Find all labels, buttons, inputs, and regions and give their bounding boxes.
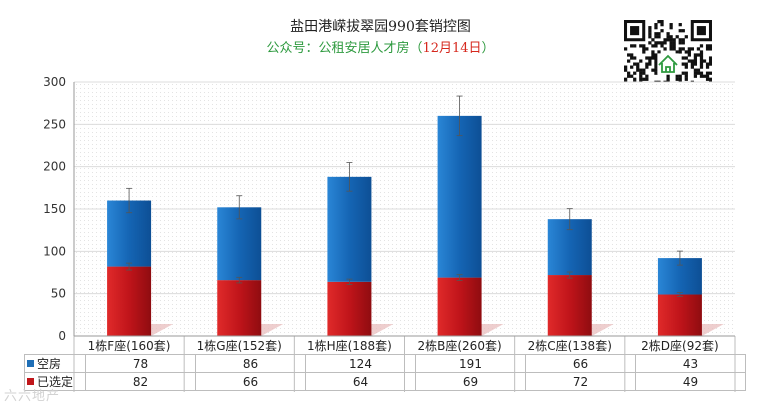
watermark: 六六地产: [4, 389, 61, 404]
y-tick-label: 150: [43, 202, 66, 216]
table-cell: 191: [415, 354, 526, 373]
x-tick-label: 1栋F座(160套): [88, 338, 171, 353]
subtitle-prefix: 公众号：公租安居人才房（: [266, 41, 423, 56]
y-tick-label: 100: [43, 244, 66, 258]
house-icon: [658, 54, 678, 73]
table-cell: 64: [305, 372, 416, 391]
bar-selected: [107, 266, 152, 336]
legend-label-selected: 已选定: [37, 375, 74, 389]
legend-label-vacant: 空房: [37, 357, 62, 371]
y-tick-label: 200: [43, 160, 66, 174]
table-cell: 86: [195, 354, 306, 373]
bar-selected: [547, 275, 592, 336]
table-cell: 78: [85, 354, 196, 373]
bar-selected: [437, 277, 482, 336]
table-cell: 124: [305, 354, 416, 373]
y-tick-label: 50: [51, 287, 66, 301]
subtitle-date: 12月14日: [422, 41, 482, 56]
table-cell: 43: [635, 354, 746, 373]
chart-subtitle: 公众号：公租安居人才房（12月14日）: [0, 37, 761, 56]
table-cell: 66: [195, 372, 306, 391]
table-row-selected: 已选定 82 66 64 69 72 49: [24, 372, 746, 391]
x-tick-label: 1栋H座(188套): [307, 338, 392, 353]
legend-key-vacant: [27, 360, 34, 367]
bar-selected: [217, 280, 262, 336]
x-tick-label: 2栋C座(138套): [528, 338, 612, 353]
subtitle-suffix: ）: [481, 41, 495, 56]
table-cell: 72: [525, 372, 636, 391]
table-row-vacant: 空房 78 86 124 191 66 43: [24, 354, 746, 373]
bar-vacant: [327, 176, 372, 282]
bar-vacant: [437, 115, 482, 278]
table-cell: 82: [85, 372, 196, 391]
legend-selected: 已选定: [24, 372, 86, 391]
chart-title: 盐田港嵘拔翠园990套销控图: [290, 19, 471, 35]
bar-selected: [327, 281, 372, 336]
legend-vacant: 空房: [24, 354, 86, 373]
x-tick-label: 2栋B座(260套): [418, 338, 502, 353]
data-table: 空房 78 86 124 191 66 43 已选定 82 66 64 69 7…: [24, 354, 746, 391]
bar-selected: [657, 294, 702, 336]
bar-vacant: [217, 207, 262, 281]
x-tick-label: 2栋D座(92套): [641, 338, 719, 353]
table-cell: 49: [635, 372, 746, 391]
table-cell: 66: [525, 354, 636, 373]
legend-key-selected: [27, 378, 34, 385]
table-cell: 69: [415, 372, 526, 391]
y-tick-label: 300: [43, 75, 66, 89]
x-tick-label: 1栋G座(152套): [197, 338, 282, 353]
y-tick-label: 0: [58, 329, 66, 343]
y-tick-label: 250: [43, 117, 66, 131]
